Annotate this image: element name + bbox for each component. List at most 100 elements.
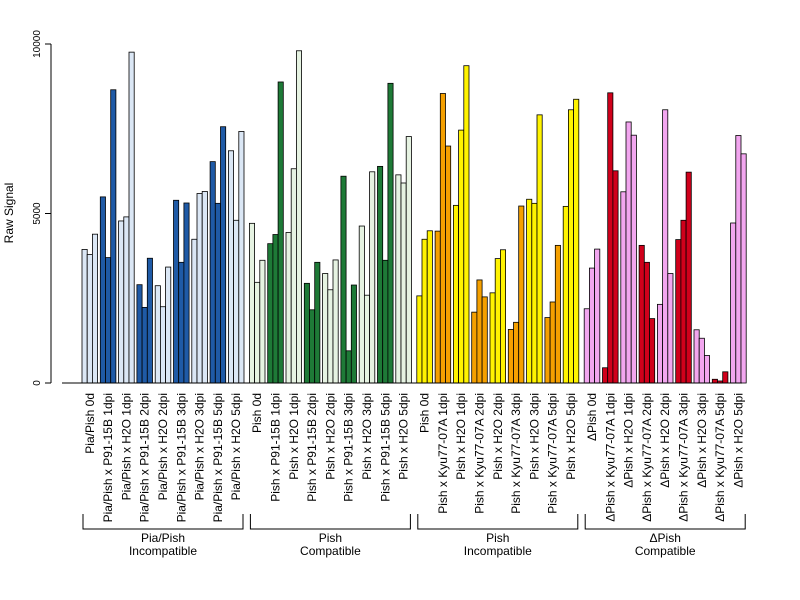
bar-31-rep-1	[638, 244, 645, 384]
bar-27-rep-1	[562, 205, 569, 384]
group-label-line1: Pish	[319, 531, 342, 545]
bar-6-rep-3	[183, 202, 190, 384]
bar-6-rep-2	[178, 261, 185, 384]
bar-3-rep-1	[118, 220, 125, 384]
x-tick-label: Pia/Pish x H2O 5dpi	[229, 393, 243, 500]
x-tick-label: Pish x P91-15B 1dpi	[269, 393, 283, 502]
bar-36-rep-2	[735, 135, 742, 384]
bar-9-rep-1	[227, 150, 234, 384]
x-tick-labels: Pia/Pish 0d Pia/Pish x P91-15B 1dpi Pia/Pi…	[83, 393, 746, 522]
bar-8-rep-3	[220, 126, 227, 384]
x-tick-label: Pia/Pish x P91-15B 2dpi	[138, 393, 152, 522]
bar-32-rep-3	[667, 273, 674, 384]
bar-36-rep-1	[730, 222, 737, 384]
bar-28-rep-2	[589, 267, 596, 384]
bar-26-rep-3	[554, 244, 561, 384]
bar-5-rep-2	[159, 306, 166, 384]
bar-15-rep-3	[350, 284, 357, 384]
x-tick-label: Pish x H2O 3dpi	[527, 393, 541, 480]
bar-9-rep-3	[238, 131, 245, 384]
x-tick-label: Pish x Kyu77-07A 3dpi	[509, 393, 523, 514]
x-tick-label: Pia/Pish x P91-15B 1dpi	[101, 393, 115, 522]
x-tick-label: Pia/Pish x H2O 1dpi	[119, 393, 133, 500]
group-bracket	[417, 514, 579, 530]
bar-16-rep-1	[358, 225, 365, 384]
bar-22-rep-3	[481, 296, 488, 384]
bar-24-rep-2	[513, 321, 520, 384]
group-bracket	[249, 514, 411, 530]
bar-7-rep-1	[191, 238, 198, 384]
x-tick-label: Pish x Kyu77-07A 5dpi	[546, 393, 560, 514]
bar-5-rep-1	[154, 285, 161, 384]
bar-7-rep-3	[201, 191, 208, 384]
bar-28-rep-3	[594, 248, 601, 384]
bar-4-rep-2	[141, 306, 148, 384]
group-label-line1: ΔPish	[650, 531, 681, 545]
bar-19-rep-1	[416, 295, 423, 384]
y-axis-label: Raw Signal	[2, 183, 16, 244]
bar-19-rep-2	[421, 238, 428, 384]
bar-26-rep-2	[549, 301, 556, 384]
bar-14-rep-3	[332, 259, 339, 384]
bar-29-rep-2	[607, 92, 614, 384]
bar-31-rep-2	[643, 261, 650, 384]
bar-18-rep-2	[400, 182, 407, 384]
bar-17-rep-1	[377, 165, 384, 384]
bar-21-rep-1	[452, 204, 459, 384]
bar-21-rep-3	[463, 65, 470, 384]
group-label-line2: Incompatible	[464, 544, 532, 558]
bar-4-rep-3	[146, 257, 153, 384]
x-tick-label: Pia/Pish x P91-15B 3dpi	[174, 393, 188, 522]
bar-8-rep-1	[209, 161, 216, 384]
bar-33-rep-2	[680, 219, 687, 384]
bar-2-rep-3	[110, 89, 117, 384]
x-tick-label: ΔPish x Kyu77-07A 2dpi	[640, 393, 654, 522]
group-label-line1: Pia/Pish	[141, 531, 185, 545]
bar-31-rep-3	[649, 318, 656, 384]
x-tick-label: Pish x P91-15B 5dpi	[378, 393, 392, 502]
group-brackets: Pia/PishIncompatiblePishCompatiblePishIn…	[82, 514, 746, 558]
bar-27-rep-2	[568, 109, 575, 384]
bar-2-rep-1	[99, 196, 106, 384]
bar-20-rep-2	[439, 93, 446, 384]
bar-24-rep-3	[518, 205, 525, 384]
group-label-line1: Pish	[486, 531, 509, 545]
group-bracket	[584, 514, 746, 530]
x-tick-label: Pia/Pish x P91-15B 5dpi	[211, 393, 225, 522]
y-tick-label: 10000	[32, 30, 43, 58]
bar-27-rep-3	[573, 98, 580, 384]
bar-11-rep-2	[272, 234, 279, 384]
bar-36-rep-3	[740, 153, 747, 384]
bar-16-rep-3	[369, 171, 376, 384]
x-tick-label: Pish x Kyu77-07A 1dpi	[436, 393, 450, 514]
bar-32-rep-1	[657, 303, 664, 384]
x-tick-label: Pish x H2O 3dpi	[360, 393, 374, 480]
bar-13-rep-2	[309, 309, 316, 384]
bar-2-rep-2	[105, 257, 112, 384]
bar-13-rep-1	[303, 282, 310, 384]
x-tick-label: Pia/Pish x H2O 2dpi	[156, 393, 170, 500]
x-tick-label: Pish 0d	[418, 393, 432, 433]
bar-33-rep-3	[685, 171, 692, 384]
axes-layer: 0 5000 10000	[32, 30, 742, 386]
x-tick-label: Pish x H2O 2dpi	[491, 393, 505, 480]
bar-13-rep-3	[314, 261, 321, 384]
group-bracket	[82, 514, 244, 530]
bar-24-rep-1	[507, 329, 514, 384]
x-tick-label: Pish x H2O 2dpi	[323, 393, 337, 480]
bar-1-rep-2	[86, 254, 93, 384]
bar-22-rep-2	[476, 279, 483, 384]
x-tick-label: Pish x H2O 1dpi	[454, 393, 468, 480]
group-label-line2: Incompatible	[129, 544, 197, 558]
bar-10-rep-2	[254, 281, 261, 384]
bar-18-rep-1	[395, 174, 402, 384]
x-tick-label: Pish 0d	[250, 393, 264, 433]
bar-14-rep-1	[322, 273, 329, 384]
x-tick-label: Pia/Pish 0d	[83, 393, 97, 454]
x-tick-label: Pish x P91-15B 2dpi	[305, 393, 319, 502]
bar-34-rep-3	[704, 355, 711, 384]
bar-29-rep-3	[612, 170, 619, 384]
bar-32-rep-2	[662, 109, 669, 384]
bar-30-rep-1	[620, 191, 627, 384]
